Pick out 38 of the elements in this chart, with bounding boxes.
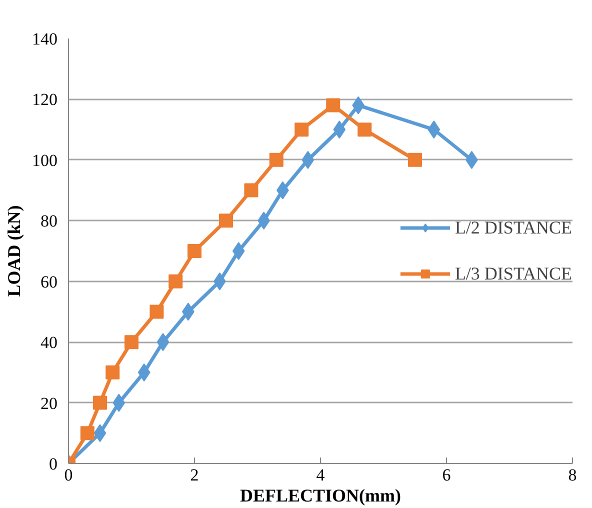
point [112,394,126,412]
legend-label: L/2 DISTANCE [454,217,572,238]
x-tick-label: 4 [316,466,326,484]
point [294,122,309,137]
y-tick-label: 80 [40,212,58,231]
point [168,274,183,288]
x-tick-label: 6 [442,466,451,484]
y-tick-label: 60 [40,272,58,292]
point [244,183,258,198]
x-tick-label: 0 [64,466,73,484]
x-tick-label: 2 [190,466,199,484]
x-axis-title: DEFLECTION(mm) [240,486,402,506]
point [150,304,164,319]
y-tick-label: 20 [40,394,58,413]
x-tick-label: 8 [568,466,577,484]
point [188,244,202,258]
point [232,242,245,260]
y-tick-label: 100 [32,150,58,170]
point [80,426,94,440]
point [269,152,284,167]
point [93,396,107,410]
y-axis-title: LOAD (kN) [4,205,24,297]
point [124,335,138,350]
y-tick-label: 120 [32,90,58,110]
point [358,122,372,137]
point [106,365,120,380]
point [326,98,340,112]
point [94,424,106,442]
point [219,214,233,228]
point [428,120,440,139]
point [156,333,170,352]
point [408,152,422,167]
y-tick-label: 140 [32,30,58,48]
legend-label: L/3 DISTANCE [454,263,572,284]
point [138,363,150,382]
point [333,120,346,139]
point [302,150,314,169]
y-tick-label: 40 [40,333,58,352]
